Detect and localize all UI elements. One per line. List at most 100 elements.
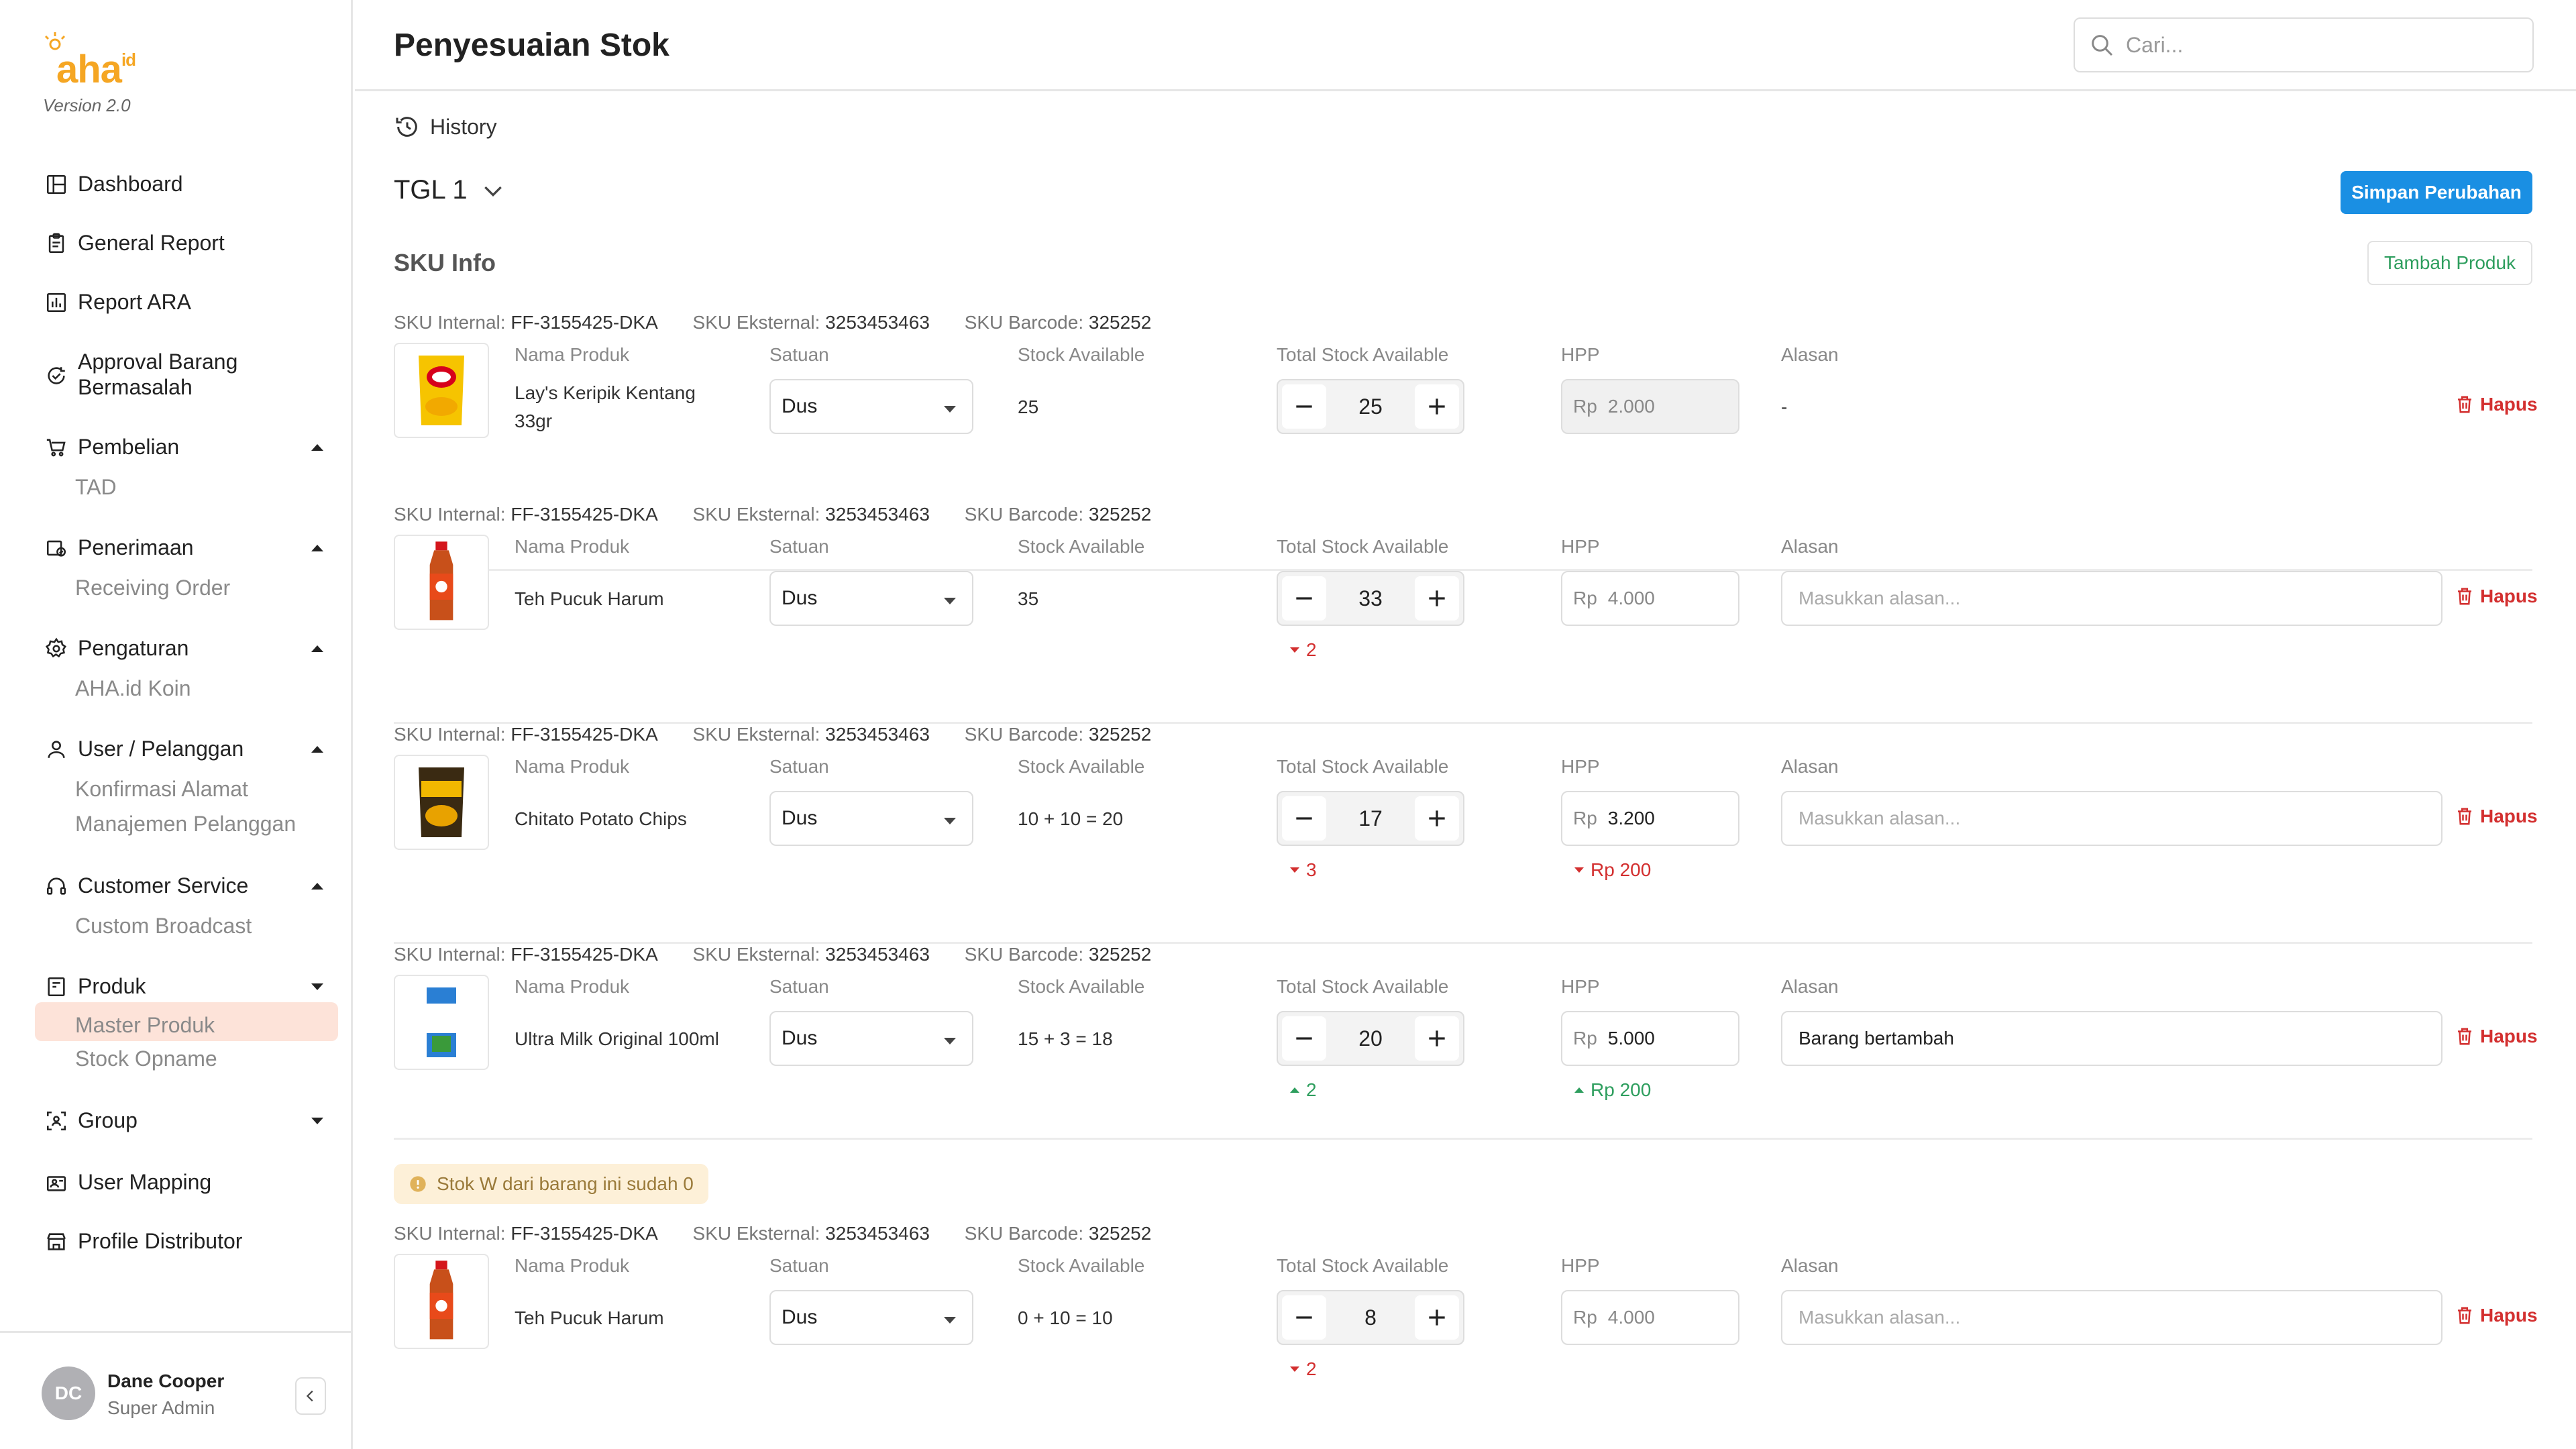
milk-carton-image xyxy=(427,987,456,1057)
sidebar-subitem-stock-opname[interactable]: Stock Opname xyxy=(75,1046,217,1071)
search-box[interactable] xyxy=(2074,17,2534,72)
decrement-button[interactable] xyxy=(1282,384,1326,429)
alasan-input[interactable]: Masukkan alasan... xyxy=(1781,571,2443,626)
alasan-label: Alasan xyxy=(1781,1255,1839,1276)
delete-button[interactable]: Hapus xyxy=(2455,1305,2538,1326)
minus-icon xyxy=(1296,817,1312,820)
stock-available-value: 10 + 10 = 20 xyxy=(1018,808,1124,829)
info-icon xyxy=(410,1176,426,1192)
date-dropdown[interactable]: TGL 1 xyxy=(394,175,506,205)
satuan-select[interactable]: Dus xyxy=(769,1290,973,1345)
quantity-value[interactable]: 33 xyxy=(1358,586,1383,610)
map-icon xyxy=(44,1171,68,1195)
sku-barcode-value: 325252 xyxy=(1088,724,1152,745)
increment-button[interactable] xyxy=(1415,576,1459,621)
tea-bottle-image xyxy=(429,1260,453,1340)
sidebar-item-profile-distributor[interactable]: Profile Distributor xyxy=(44,1229,333,1254)
satuan-select[interactable]: Dus xyxy=(769,1011,973,1066)
satuan-select[interactable]: Dus xyxy=(769,791,973,846)
hpp-field[interactable]: Rp 4.000 xyxy=(1561,571,1739,626)
caret-down-icon xyxy=(1574,867,1584,873)
quantity-value[interactable]: 8 xyxy=(1364,1305,1377,1330)
plus-icon xyxy=(1429,1030,1445,1046)
increment-button[interactable] xyxy=(1414,1295,1459,1340)
sidebar-item-group[interactable]: Group xyxy=(44,1108,333,1133)
stock-available-value: 0 + 10 = 10 xyxy=(1018,1307,1113,1328)
save-changes-button[interactable]: Simpan Perubahan xyxy=(2341,171,2532,214)
quantity-value[interactable]: 17 xyxy=(1358,806,1383,830)
total-stock-label: Total Stock Available xyxy=(1277,756,1449,777)
plus-icon xyxy=(1429,590,1445,606)
delete-button[interactable]: Hapus xyxy=(2455,394,2538,415)
hpp-field[interactable]: Rp 5.000 xyxy=(1561,1011,1739,1066)
quantity-value[interactable]: 20 xyxy=(1358,1026,1383,1051)
caret-down-icon xyxy=(944,598,956,604)
decrement-button[interactable] xyxy=(1282,1016,1326,1061)
quantity-stepper: 8 xyxy=(1277,1290,1464,1345)
collapse-sidebar-button[interactable] xyxy=(295,1377,326,1415)
quantity-stepper: 20 xyxy=(1277,1011,1464,1066)
sidebar-item-produk[interactable]: Produk xyxy=(44,974,333,999)
alasan-input[interactable]: Masukkan alasan... xyxy=(1781,1290,2443,1345)
trash-icon xyxy=(2458,1028,2471,1045)
group-icon xyxy=(44,1109,68,1133)
quantity-stepper: 33 xyxy=(1277,571,1464,626)
sidebar-item-pengaturan[interactable]: Pengaturan xyxy=(44,636,333,661)
satuan-label: Satuan xyxy=(769,536,829,557)
sidebar-item-dashboard[interactable]: Dashboard xyxy=(44,172,333,197)
delete-button[interactable]: Hapus xyxy=(2455,586,2538,607)
sidebar-item-label: Produk xyxy=(78,974,146,998)
stock-available-value: 35 xyxy=(1018,588,1039,609)
alasan-input[interactable]: Barang bertambah xyxy=(1781,1011,2443,1066)
sku-barcode-value: 325252 xyxy=(1088,312,1152,333)
caret-up-icon xyxy=(1574,1087,1584,1093)
sidebar-item-user-pelanggan[interactable]: User / Pelanggan xyxy=(44,737,333,761)
sidebar-item-penerimaan[interactable]: Penerimaan xyxy=(44,535,333,560)
sidebar-subitem-receiving-order[interactable]: Receiving Order xyxy=(75,576,231,600)
sidebar-item-customer-service[interactable]: Customer Service xyxy=(44,873,333,898)
stock-available-label: Stock Available xyxy=(1018,976,1145,997)
decrement-button[interactable] xyxy=(1282,1295,1326,1340)
sidebar-item-general-report[interactable]: General Report xyxy=(44,231,333,256)
delete-button[interactable]: Hapus xyxy=(2455,1026,2538,1047)
sidebar-subitem-konfirmasi-alamat[interactable]: Konfirmasi Alamat xyxy=(75,777,248,801)
satuan-select[interactable]: Dus xyxy=(769,379,973,434)
increment-button[interactable] xyxy=(1415,796,1459,841)
sidebar-item-approval[interactable]: Approval Barang Bermasalah xyxy=(44,349,333,400)
sidebar-item-report-ara[interactable]: Report ARA xyxy=(44,290,333,315)
increment-button[interactable] xyxy=(1415,1016,1459,1061)
sidebar-subitem-custom-broadcast[interactable]: Custom Broadcast xyxy=(75,914,252,938)
alasan-input[interactable]: Masukkan alasan... xyxy=(1781,791,2443,846)
history-link[interactable]: History xyxy=(394,113,497,140)
sidebar-item-user-mapping[interactable]: User Mapping xyxy=(44,1170,333,1195)
trash-icon xyxy=(2458,1307,2471,1324)
minus-icon xyxy=(1296,597,1312,600)
sidebar-item-label: Approval Barang Bermasalah xyxy=(78,350,238,399)
search-input[interactable] xyxy=(2126,32,2502,58)
sidebar-subitem-tad[interactable]: TAD xyxy=(75,475,117,499)
sidebar-subitem-master-produk[interactable]: Master Produk xyxy=(75,1013,215,1037)
product-name: Lay's Keripik Kentang 33gr xyxy=(515,382,696,431)
sidebar-subitem-aha-koin[interactable]: AHA.id Koin xyxy=(75,676,191,700)
headset-icon xyxy=(44,874,68,898)
sidebar-item-pembelian[interactable]: Pembelian xyxy=(44,435,333,460)
delete-button[interactable]: Hapus xyxy=(2455,806,2538,827)
decrement-button[interactable] xyxy=(1282,576,1326,621)
sku-codes: SKU Internal: FF-3155425-DKA SKU Ekstern… xyxy=(394,724,1152,745)
quantity-value[interactable]: 25 xyxy=(1358,394,1383,419)
chevron-down-icon xyxy=(484,186,502,197)
brand-logo[interactable]: ahaid xyxy=(42,30,176,97)
history-label: History xyxy=(430,114,497,139)
hpp-field[interactable]: Rp 3.200 xyxy=(1561,791,1739,846)
hpp-field[interactable]: Rp 4.000 xyxy=(1561,1290,1739,1345)
sidebar-subitem-manajemen-pelanggan[interactable]: Manajemen Pelanggan xyxy=(75,812,297,836)
satuan-label: Satuan xyxy=(769,344,829,365)
satuan-select[interactable]: Dus xyxy=(769,571,973,626)
hpp-label: HPP xyxy=(1561,976,1600,997)
avatar[interactable]: DC xyxy=(42,1366,95,1420)
caret-up-icon xyxy=(1290,1087,1299,1093)
add-product-button[interactable]: Tambah Produk xyxy=(2367,241,2532,285)
decrement-button[interactable] xyxy=(1282,796,1326,841)
app-version: Version 2.0 xyxy=(43,95,131,115)
increment-button[interactable] xyxy=(1415,384,1459,429)
